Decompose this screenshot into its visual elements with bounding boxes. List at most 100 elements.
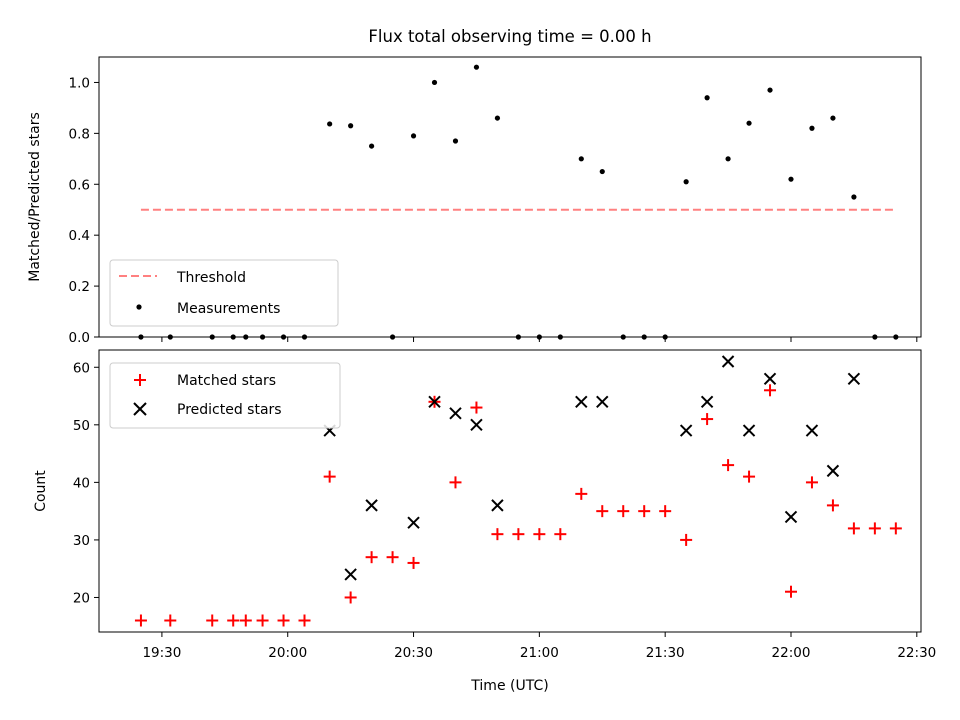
matched-star-point [554,528,567,541]
bottom-legend: Matched stars Predicted stars [109,362,341,429]
measurement-point [683,179,689,185]
predicted-star-point [344,568,357,581]
x-tick-label: 21:30 [646,645,685,661]
bottom-y-tick-label: 60 [73,360,90,376]
matched-star-point [847,522,860,535]
bottom-y-tick-label: 30 [73,533,90,549]
matched-star-point [743,470,756,483]
matched-star-point [365,551,378,564]
measurement-point [725,156,731,162]
measurement-point [578,156,584,162]
matched-legend-label: Matched stars [177,373,276,389]
measurement-point [746,120,752,126]
matched-star-point [449,476,462,489]
top-legend: Threshold Measurements [109,259,339,327]
x-axis-label: Time (UTC) [470,678,548,694]
matched-star-point [680,533,693,546]
matched-star-point [323,470,336,483]
matched-star-point [868,522,881,535]
top-panel: Flux total observing time = 0.00 h 0.0 0.… [27,27,922,346]
matched-star-point [512,528,525,541]
predicted-star-point [470,418,483,432]
bottom-y-tick-label: 20 [73,590,90,606]
matched-star-point [805,476,818,489]
predicted-star-point [805,424,819,437]
matched-star-point [256,614,269,627]
bottom-ticks: 20 30 40 50 60 19:30 20:00 20:30 21:00 21:30 22:00… [73,360,936,661]
measurement-point [431,79,438,86]
measurements-legend-label: Measurements [177,301,280,317]
measurement-point [473,64,480,70]
bottom-panel: 20 30 40 50 60 19:30 20:00 20:30 21:00 21:30 22:00… [33,349,936,694]
matched-star-point [764,384,777,397]
matched-star-point [826,499,839,512]
bottom-axes-frame [98,349,922,633]
predicted-star-point [742,424,756,437]
matched-star-point [596,505,609,518]
matched-star-point [298,614,311,627]
matched-star-point [407,556,420,569]
predicted-star-point [575,395,588,409]
matched-star-point [722,459,735,472]
matched-star-point [638,505,651,518]
measurement-point [327,121,333,127]
count-points [134,355,902,627]
predicted-star-point [784,510,798,524]
measurement-point [704,95,710,101]
x-tick-label: 19:30 [142,645,181,661]
top-y-tick-label: 0.4 [69,228,90,244]
matched-star-point [491,528,504,541]
matched-star-point [533,528,546,541]
matched-star-point [239,614,252,627]
matched-star-point [227,614,240,627]
matched-star-point [470,401,483,414]
measurement-point [452,138,459,144]
measurement-point [767,87,773,93]
matched-star-point [784,585,797,598]
top-y-tick-label: 1.0 [69,75,90,91]
x-tick-label: 21:00 [520,645,559,661]
top-legend-box [109,259,339,327]
top-y-axis-label: Matched/Predicted stars [27,112,43,282]
measurement-point [369,143,375,149]
top-y-tick-label: 0.2 [69,279,90,295]
predicted-star-point [721,355,735,368]
matched-star-point [617,505,630,518]
predicted-star-point [407,516,420,529]
predicted-star-point [847,372,861,385]
predicted-star-point [763,372,777,385]
measurement-point [788,176,794,182]
predicted-star-point [679,424,693,437]
top-y-tick-label: 0.8 [69,126,90,142]
bottom-y-tick-label: 40 [73,475,90,491]
x-tick-label: 22:00 [772,645,811,661]
measurement-point [809,125,815,131]
x-tick-label: 20:30 [394,645,433,661]
bottom-y-tick-label: 50 [73,418,90,434]
matched-star-point [206,614,219,627]
chart-title: Flux total observing time = 0.00 h [368,27,651,46]
x-tick-label: 20:00 [268,645,307,661]
predicted-legend-swatch [133,402,147,416]
matched-star-point [277,614,290,627]
top-y-tick-label: 0.0 [69,330,90,346]
matched-star-point [134,614,147,627]
measurement-point [348,123,354,129]
predicted-star-point [826,464,840,478]
measurement-point [599,168,605,175]
measurement-point [494,115,501,121]
matched-star-point [575,487,588,500]
bottom-y-axis-label: Count [33,470,49,512]
threshold-legend-label: Threshold [176,270,246,286]
measurement-points [138,64,899,340]
top-axes-frame [98,56,922,338]
x-tick-label: 22:30 [897,645,936,661]
matched-star-point [344,591,357,604]
measurements-legend-swatch [136,304,142,310]
matched-legend-swatch [134,374,146,386]
matched-star-point [701,413,714,426]
matched-star-point [164,614,177,627]
matched-star-point [659,505,672,518]
